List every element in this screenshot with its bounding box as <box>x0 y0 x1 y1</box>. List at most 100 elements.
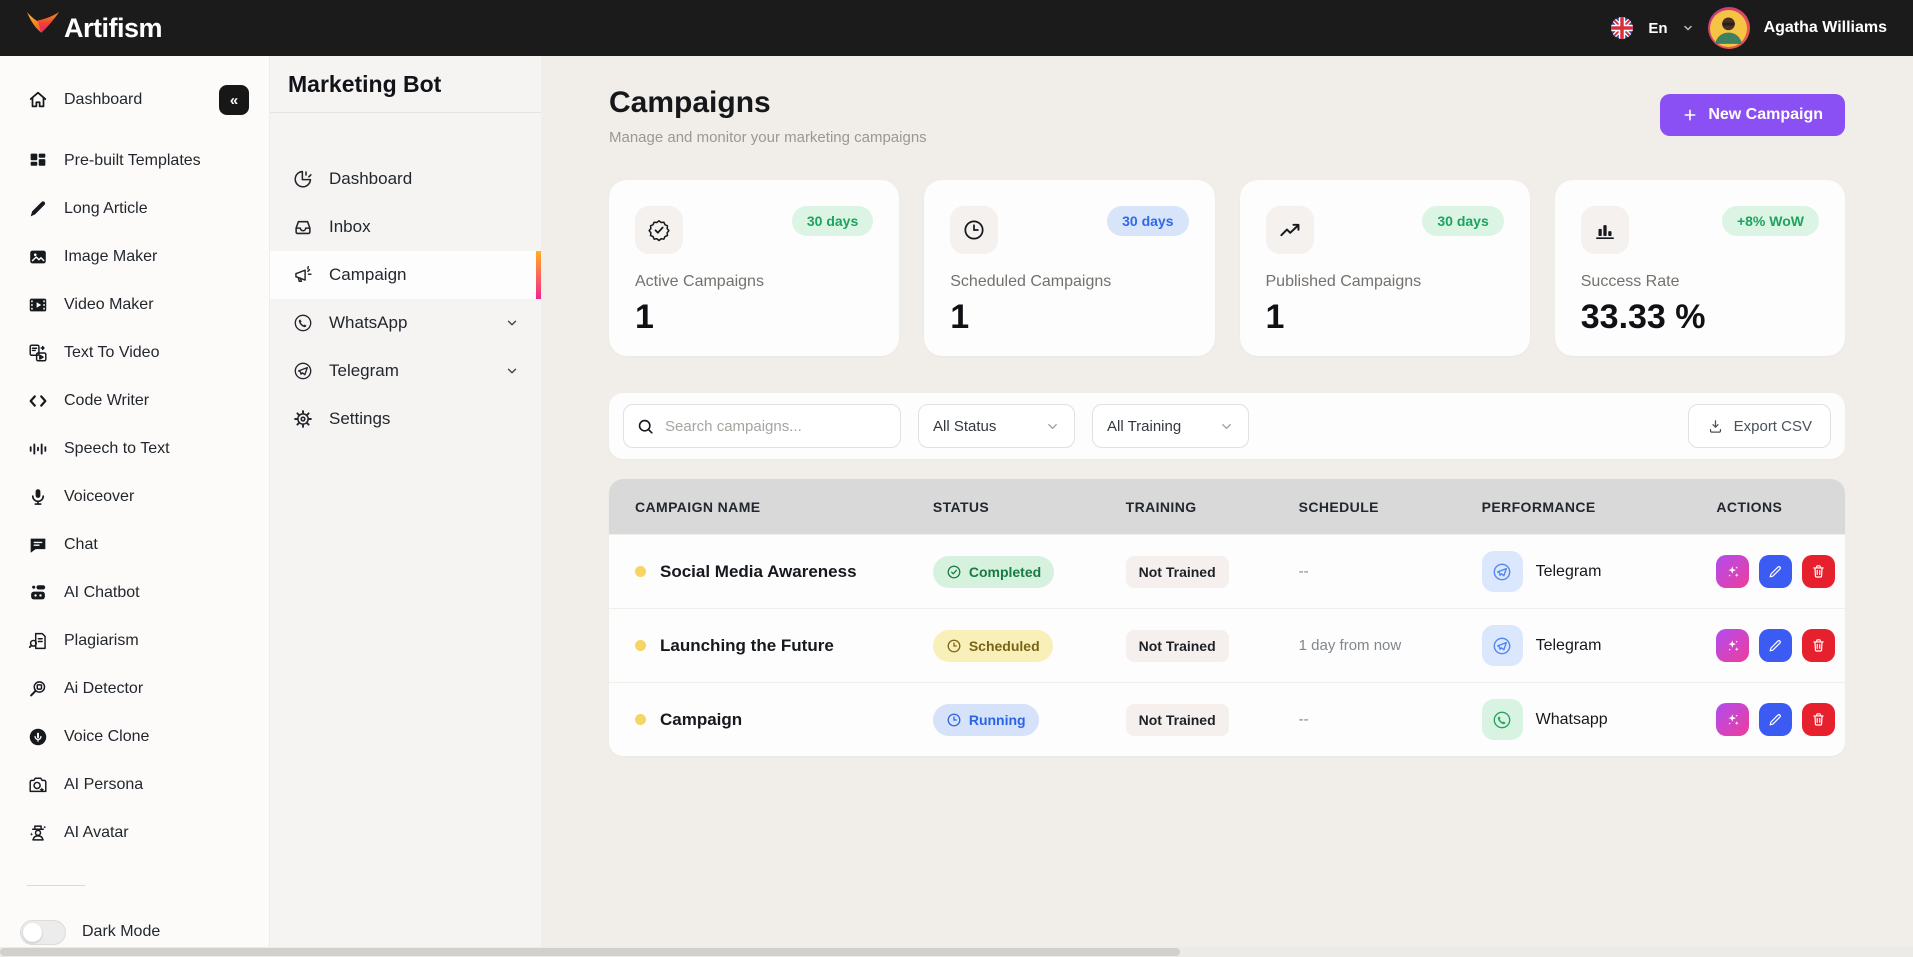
sidebar-item-label: AI Avatar <box>64 824 129 841</box>
subnav-item-telegram[interactable]: Telegram <box>270 347 541 395</box>
avatar[interactable] <box>1707 7 1750 49</box>
delete-button[interactable] <box>1802 703 1836 736</box>
export-csv-button[interactable]: Export CSV <box>1687 404 1831 448</box>
whatsapp-icon <box>292 312 314 334</box>
sidebar-item-prebuilt-templates[interactable]: Pre-built Templates <box>0 137 269 185</box>
search-input[interactable] <box>665 417 888 435</box>
subnav-item-campaign[interactable]: Campaign <box>270 251 541 299</box>
table-row: Launching the Future Scheduled Not Train… <box>609 608 1845 682</box>
chevron-down-icon <box>1045 419 1060 434</box>
sidebar-item-ai-detector[interactable]: Ai Detector <box>0 665 269 713</box>
campaign-dot <box>635 566 646 577</box>
schedule-text: 1 day from now <box>1298 636 1402 654</box>
campaign-name[interactable]: Social Media Awareness <box>660 561 857 581</box>
sidebar-item-chat[interactable]: Chat <box>0 521 269 569</box>
sidebar-item-label: Voice Clone <box>64 728 150 745</box>
subnav-item-dashboard[interactable]: Dashboard <box>270 155 541 203</box>
language-selector[interactable]: En <box>1648 19 1668 37</box>
document-search-icon <box>27 630 49 652</box>
sidebar-item-video-maker[interactable]: Video Maker <box>0 281 269 329</box>
stat-badge: 30 days <box>1107 206 1189 236</box>
stat-card-scheduled-campaigns: 30 days Scheduled Campaigns 1 <box>924 180 1215 356</box>
sidebar-item-image-maker[interactable]: Image Maker <box>0 233 269 281</box>
sidebar-divider <box>27 885 85 886</box>
edit-button[interactable] <box>1759 703 1793 736</box>
waveform-icon <box>27 438 49 460</box>
horizontal-scrollbar[interactable] <box>0 947 1913 957</box>
subnav-item-inbox[interactable]: Inbox <box>270 203 541 251</box>
subnav-item-whatsapp[interactable]: WhatsApp <box>270 299 541 347</box>
sidebar-item-label: Code Writer <box>64 392 150 409</box>
badge-check-icon <box>635 206 683 254</box>
chat-icon <box>27 534 49 556</box>
campaign-name[interactable]: Launching the Future <box>660 635 834 655</box>
search-box <box>623 404 901 448</box>
user-name[interactable]: Agatha Williams <box>1763 19 1887 36</box>
sidebar-collapse-button[interactable]: « <box>219 85 249 115</box>
dark-mode-toggle[interactable] <box>20 919 66 945</box>
marketing-bot-title: Marketing Bot <box>288 70 442 97</box>
column-header: TRAINING <box>1125 498 1197 515</box>
sidebar-item-ai-chatbot[interactable]: AI Chatbot <box>0 569 269 617</box>
brand-logo[interactable]: Artifism <box>26 12 163 44</box>
sidebar-item-voiceover[interactable]: Voiceover <box>0 473 269 521</box>
campaign-name[interactable]: Campaign <box>660 709 743 729</box>
subnav-item-settings[interactable]: Settings <box>270 395 541 443</box>
sidebar-item-dashboard[interactable]: Dashboard « <box>0 76 269 124</box>
train-ai-button[interactable] <box>1716 629 1750 662</box>
new-campaign-button[interactable]: New Campaign <box>1660 94 1845 136</box>
table-row: Campaign Running Not Trained -- Whatsapp <box>609 682 1845 756</box>
edit-button[interactable] <box>1759 629 1793 662</box>
stat-value: 1 <box>950 298 970 336</box>
chevron-down-icon[interactable] <box>1682 22 1694 34</box>
sidebar: Dashboard « Pre-built Templates Long Art… <box>0 56 270 947</box>
telegram-icon <box>292 360 314 382</box>
training-filter-select[interactable]: All Training <box>1092 404 1249 448</box>
campaigns-table: CAMPAIGN NAME STATUS TRAINING SCHEDULE P… <box>609 479 1845 756</box>
edit-button[interactable] <box>1759 555 1793 588</box>
sidebar-item-label: Image Maker <box>64 248 158 265</box>
page-title: Campaigns <box>609 86 771 119</box>
dark-mode-row: Dark Mode <box>0 908 269 956</box>
chevron-down-icon[interactable] <box>505 364 519 378</box>
stat-badge: 30 days <box>791 206 874 236</box>
stat-value: 1 <box>1265 298 1285 336</box>
performance-label: Whatsapp <box>1535 710 1608 728</box>
sidebar-item-label: Video Maker <box>64 296 154 313</box>
campaign-dot <box>635 640 646 651</box>
sidebar-item-code-writer[interactable]: Code Writer <box>0 377 269 425</box>
stat-card-active-campaigns: 30 days Active Campaigns 1 <box>609 180 900 356</box>
search-icon <box>636 417 655 436</box>
chevron-down-icon[interactable] <box>505 316 519 330</box>
sidebar-item-label: Dashboard <box>64 91 143 108</box>
sidebar-item-plagiarism[interactable]: Plagiarism <box>0 617 269 665</box>
gear-icon <box>292 408 314 430</box>
delete-button[interactable] <box>1802 629 1836 662</box>
stat-badge: 30 days <box>1422 206 1504 236</box>
sidebar-item-voice-clone[interactable]: Voice Clone <box>0 713 269 761</box>
stat-label: Scheduled Campaigns <box>950 273 1112 290</box>
train-ai-button[interactable] <box>1716 703 1750 736</box>
sidebar-item-text-to-video[interactable]: Text To Video <box>0 329 269 377</box>
sidebar-item-ai-persona[interactable]: AI Persona <box>0 761 269 809</box>
delete-button[interactable] <box>1802 555 1836 588</box>
sidebar-item-label: Ai Detector <box>64 680 144 697</box>
brand-name: Artifism <box>64 12 163 43</box>
sidebar-item-ai-avatar[interactable]: AI Avatar <box>0 809 269 857</box>
train-ai-button[interactable] <box>1716 555 1750 588</box>
sidebar-item-label: Pre-built Templates <box>64 152 201 169</box>
status-filter-select[interactable]: All Status <box>918 404 1075 448</box>
subnav-item-label: Telegram <box>329 361 399 380</box>
telegram-icon <box>1481 625 1523 666</box>
voice-clone-icon <box>27 726 49 748</box>
stat-label: Published Campaigns <box>1265 273 1422 290</box>
text-to-video-icon <box>27 342 49 364</box>
scrollbar-thumb[interactable] <box>0 948 1180 956</box>
sidebar-item-speech-to-text[interactable]: Speech to Text <box>0 425 269 473</box>
sidebar-item-long-article[interactable]: Long Article <box>0 185 269 233</box>
avatar-person-icon <box>27 822 49 844</box>
table-row: Social Media Awareness Completed Not Tra… <box>609 534 1845 608</box>
stat-label: Active Campaigns <box>635 273 764 290</box>
telegram-icon <box>1481 551 1523 592</box>
column-header: STATUS <box>932 498 990 515</box>
